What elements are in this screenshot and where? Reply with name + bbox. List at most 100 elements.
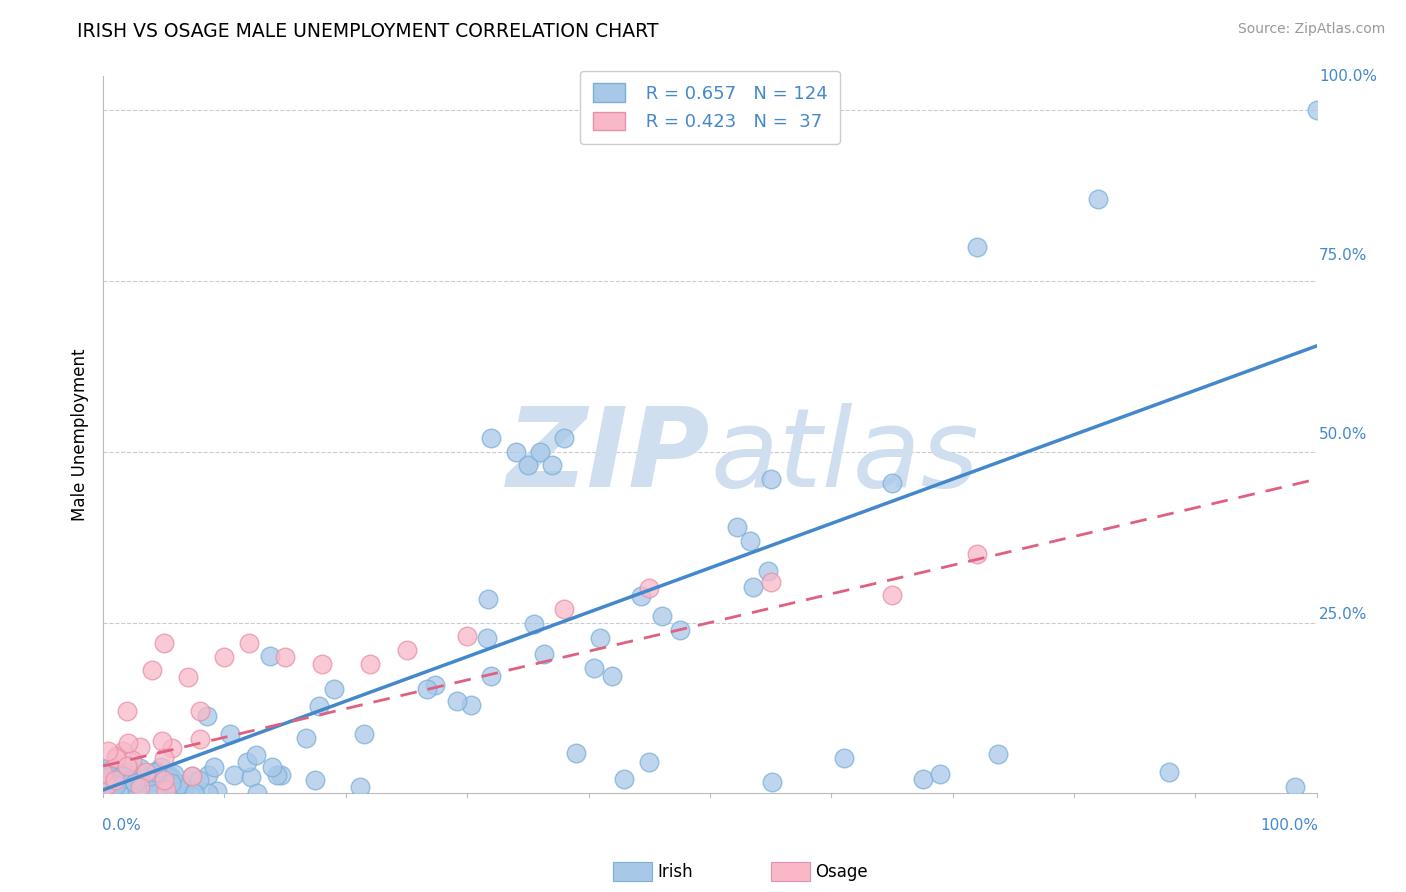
Point: [111, 744, 134, 758]
Text: IRISH VS OSAGE MALE UNEMPLOYMENT CORRELATION CHART: IRISH VS OSAGE MALE UNEMPLOYMENT CORRELA…: [77, 22, 659, 41]
Point: [91, 765, 114, 780]
Point: [169, 777, 191, 791]
Point: [266, 768, 288, 782]
Point: [505, 444, 527, 458]
Point: [105, 777, 128, 791]
Point: [136, 771, 159, 785]
Point: [516, 458, 538, 473]
Point: [150, 760, 173, 774]
Point: [156, 766, 179, 780]
Point: [153, 751, 176, 765]
Point: [966, 547, 988, 561]
Point: [105, 749, 128, 764]
Point: [97, 744, 120, 758]
Point: [124, 777, 146, 791]
Point: [987, 747, 1010, 762]
Text: 25.0%: 25.0%: [1319, 607, 1368, 622]
Point: [738, 533, 761, 548]
Text: Osage: Osage: [815, 863, 869, 881]
Point: [120, 773, 142, 788]
Point: [246, 786, 269, 800]
Point: [145, 768, 167, 782]
Point: [117, 705, 139, 719]
Point: [100, 775, 122, 789]
Point: [353, 727, 375, 741]
Point: [128, 780, 150, 794]
Text: 100.0%: 100.0%: [1319, 69, 1378, 84]
Point: [97, 764, 120, 778]
Point: [759, 574, 782, 589]
Point: [446, 694, 468, 708]
Point: [124, 774, 146, 789]
Point: [236, 755, 259, 769]
Point: [117, 785, 139, 799]
Text: Source: ZipAtlas.com: Source: ZipAtlas.com: [1237, 22, 1385, 37]
Point: [759, 472, 782, 486]
Point: [395, 643, 418, 657]
Point: [103, 784, 125, 798]
Point: [162, 741, 184, 756]
Point: [128, 739, 150, 754]
Point: [222, 767, 245, 781]
Point: [613, 772, 636, 786]
Point: [638, 582, 661, 596]
Point: [159, 770, 181, 784]
Point: [245, 747, 267, 762]
Point: [117, 759, 139, 773]
Point: [295, 731, 318, 746]
Point: [479, 668, 502, 682]
Text: 50.0%: 50.0%: [1319, 427, 1368, 442]
Point: [180, 769, 202, 783]
Point: [177, 670, 200, 684]
Point: [118, 771, 141, 785]
Text: ZIP: ZIP: [506, 402, 710, 509]
Point: [1284, 780, 1306, 794]
Y-axis label: Male Unemployment: Male Unemployment: [72, 349, 89, 521]
Point: [170, 777, 193, 791]
Point: [96, 776, 118, 790]
Point: [197, 768, 219, 782]
Point: [155, 782, 177, 797]
Point: [139, 782, 162, 797]
Point: [148, 780, 170, 795]
Point: [188, 705, 211, 719]
Point: [197, 786, 219, 800]
Text: atlas: atlas: [710, 402, 979, 509]
Point: [180, 769, 202, 783]
Point: [108, 771, 131, 785]
Point: [260, 760, 283, 774]
Point: [928, 766, 950, 780]
Point: [115, 765, 138, 780]
Point: [541, 458, 564, 473]
Point: [308, 699, 330, 714]
Point: [274, 649, 297, 664]
Point: [456, 629, 478, 643]
Point: [145, 783, 167, 797]
Point: [117, 777, 139, 791]
Point: [111, 769, 134, 783]
Point: [121, 752, 143, 766]
Point: [304, 772, 326, 787]
Point: [139, 769, 162, 783]
Point: [966, 240, 988, 254]
Point: [100, 786, 122, 800]
Point: [183, 786, 205, 800]
Point: [172, 784, 194, 798]
Point: [589, 631, 612, 645]
Point: [121, 768, 143, 782]
Point: [157, 770, 180, 784]
Point: [134, 780, 156, 794]
Point: [582, 661, 605, 675]
Point: [104, 772, 127, 787]
Point: [104, 750, 127, 764]
Point: [184, 783, 207, 797]
Point: [477, 592, 499, 607]
Point: [163, 767, 186, 781]
Point: [600, 668, 623, 682]
Point: [96, 772, 118, 787]
Point: [117, 771, 139, 785]
Point: [259, 649, 281, 664]
Point: [93, 769, 115, 783]
Point: [650, 608, 672, 623]
Legend:  R = 0.657   N = 124,  R = 0.423   N =  37: R = 0.657 N = 124, R = 0.423 N = 37: [579, 70, 839, 144]
